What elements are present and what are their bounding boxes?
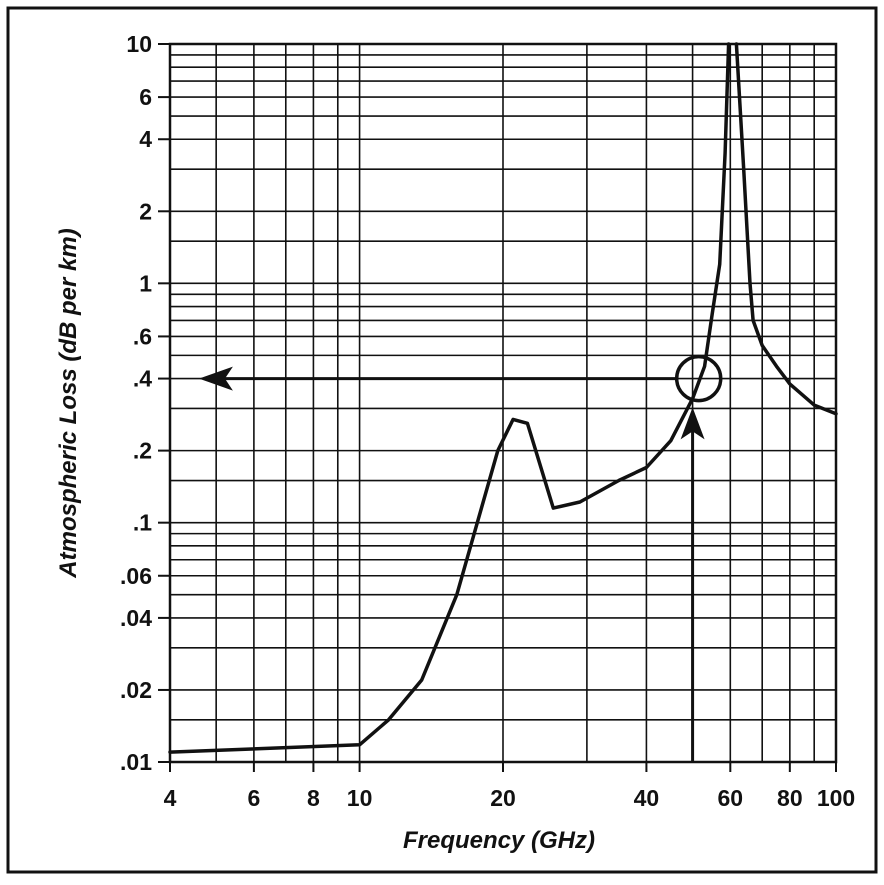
series-lines (168, 42, 838, 754)
x-tick-labels: 4 6 8 10 20 40 60 80 100 (164, 762, 855, 811)
x-tick-label: 10 (347, 785, 373, 811)
loss-curve-left (168, 42, 731, 754)
y-tick-label: .4 (133, 366, 152, 392)
y-tick-label: .06 (120, 563, 152, 589)
y-tick-label: .6 (133, 323, 152, 349)
y-tick-label: 6 (139, 84, 152, 110)
y-tick-label: .02 (120, 677, 152, 703)
x-tick-label: 6 (247, 785, 260, 811)
x-tick-label: 60 (718, 785, 744, 811)
x-tick-label: 20 (490, 785, 516, 811)
x-tick-label: 4 (164, 785, 177, 811)
x-tick-label: 40 (634, 785, 660, 811)
x-tick-label: 100 (817, 785, 855, 811)
y-tick-label: .04 (120, 605, 152, 631)
left-arrowhead (198, 366, 233, 391)
intersection-circle (674, 354, 723, 403)
x-tick-label: 80 (777, 785, 803, 811)
y-tick-label: .01 (120, 749, 152, 775)
y-tick-labels: 10 6 4 2 1 .6 .4 .2 .1 .06 .04 .02 .01 (120, 31, 170, 775)
y-axis-title: Atmospheric Loss (dB per km) (55, 228, 82, 578)
y-tick-label: .2 (133, 438, 152, 464)
x-tick-label: 8 (307, 785, 320, 811)
y-tick-label: 1 (139, 270, 152, 296)
up-arrowhead (680, 407, 705, 440)
y-tick-label: 4 (139, 126, 152, 152)
outer-frame (6, 6, 878, 874)
annotation (198, 354, 723, 762)
y-tick-label: 2 (139, 198, 152, 224)
y-tick-label: .1 (133, 510, 152, 536)
y-tick-label: 10 (126, 31, 152, 57)
x-axis-title: Frequency (GHz) (403, 827, 595, 854)
loss-curve-right (734, 42, 838, 416)
